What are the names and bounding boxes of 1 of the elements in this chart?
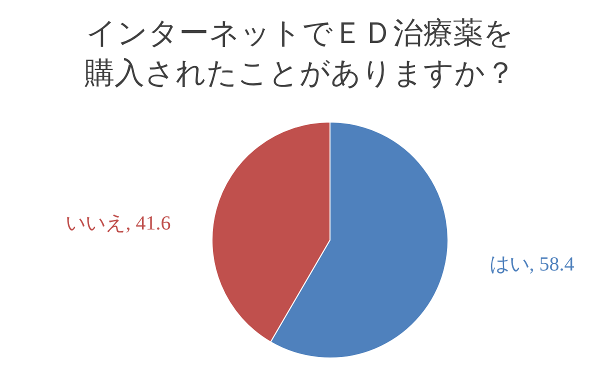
title: インターネットでＥＤ治療薬を購入されたことがありますか？ (84, 16, 516, 92)
